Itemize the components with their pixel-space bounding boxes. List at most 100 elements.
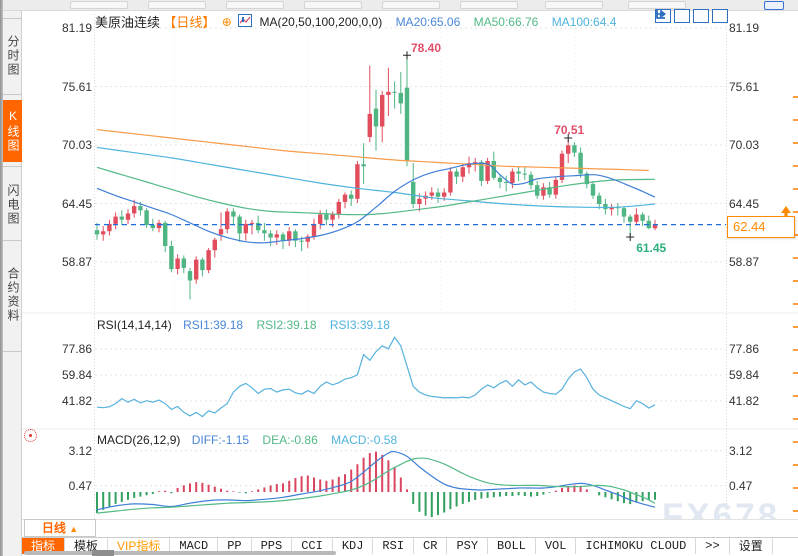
right-edge-tick [793,441,798,443]
rsi-tick-label-left: 77.86 [61,342,92,356]
dea-value: DEA:-0.86 [262,433,318,447]
rsi-tick-label-right: 41.82 [729,393,760,408]
tab-vol[interactable]: VOL [536,538,577,554]
tab-macd[interactable]: MACD [170,538,219,554]
y-axis-label-left: 64.45 [61,196,92,211]
right-edge-tick [793,165,798,167]
right-edge-tick [793,326,798,328]
rsi1-value: RSI1:39.18 [183,318,244,332]
toolbar-button-partial[interactable] [304,1,362,9]
tab-指标[interactable]: 指标 [22,538,66,554]
toolbar-button-partial[interactable] [148,1,206,9]
macd-header: MACD(26,12,9) DIFF:-1.15 DEA:-0.86 MACD:… [97,433,397,447]
right-edge-tick [793,188,798,190]
locate-target-icon[interactable] [24,429,37,442]
tab--[interactable]: >> [696,538,730,554]
sidebar-item-1[interactable]: 分时图 [6,35,20,77]
ma100-value: MA100:64.4 [551,14,617,29]
high-annotation: 78.40 [411,41,442,56]
chart-toolbar [655,9,728,23]
toolbar-button-partial[interactable] [545,1,603,9]
rsi3-value: RSI3:39.18 [329,318,390,332]
tab-设置[interactable]: 设置 [730,538,773,554]
horizontal-scrollbar[interactable] [24,551,336,555]
toolbar-button-partial[interactable] [70,1,128,9]
sidebar-separator [3,166,22,167]
time-axis-row [22,519,798,537]
top-toolbar-strip [0,0,798,11]
right-edge-tick [793,395,798,397]
diff-value: DIFF:-1.15 [191,433,250,447]
y-axis-label-right: 64.45 [729,196,760,211]
y-axis-label-right: 75.61 [729,79,760,94]
chart-type-sidebar: 分时图 K线图闪电图合约资料 [3,11,22,556]
current-price-tag: 62.44 [727,216,795,238]
sidebar-separator [3,351,22,352]
right-edge-tick [793,487,798,489]
right-edge-tick [793,372,798,374]
toolbar-button-partial[interactable] [460,1,518,9]
y-axis-label-left: 58.87 [61,255,92,269]
macd-tick-label-left: 0.47 [68,478,92,493]
tab-rsi[interactable]: RSI [373,538,415,554]
pan-right-icon[interactable] [656,9,728,23]
tab-cci[interactable]: CCI [292,538,333,554]
symbol-title: 美原油连续 [95,15,161,30]
circle-plus-icon[interactable]: ⊕ [221,14,232,29]
rsi-params: RSI(14,14,14) [97,318,172,332]
toolbar-blue-icon[interactable] [764,1,784,10]
toolbar-button-partial[interactable] [628,1,686,9]
y-axis-label-left: 81.19 [61,21,92,35]
interval-label: 日线 [41,521,66,535]
tab-kdj[interactable]: KDJ [333,538,374,554]
sidebar-separator [3,94,22,95]
y-axis-label-left: 70.03 [61,138,92,152]
swing-high-annotation: 70.51 [554,122,585,137]
chevron-up-icon: ▲ [69,524,79,534]
right-edge-tick [793,349,798,351]
macd-tick-label-right: 0.47 [729,478,753,493]
toolbar-button-partial[interactable] [226,1,284,9]
sidebar-separator [3,240,22,241]
macd-params: MACD(26,12,9) [97,433,181,447]
rsi-tick-label-right: 77.86 [729,342,760,356]
right-edge-tick [793,257,798,259]
scrollbar-thumb[interactable] [92,550,114,556]
tab-模板[interactable]: 模板 [65,538,109,554]
macd-tick-label-left: 3.12 [68,443,92,458]
tab-cr[interactable]: CR [414,538,448,554]
right-edge-tick [793,464,798,466]
ma-settings-label: MA(20,50,100,200,0,0) [259,14,383,29]
tab-pp[interactable]: PP [218,538,252,554]
toolbar-button-partial[interactable] [382,1,440,9]
tab-pps[interactable]: PPS [252,538,293,554]
rsi-tick-label-right: 59.84 [729,367,760,382]
y-axis-label-right: 81.19 [729,21,760,35]
rsi-tick-label-left: 59.84 [61,367,92,382]
swing-low-annotation: 61.45 [636,240,667,255]
rsi-tick-label-left: 41.82 [61,393,92,408]
tab-psy[interactable]: PSY [447,538,489,554]
ma50-value: MA50:66.76 [473,14,539,29]
interval-tag[interactable]: 【日线】 [163,15,216,30]
playback-icon[interactable] [656,9,709,23]
tab-boll[interactable]: BOLL [488,538,536,554]
sidebar-item-3[interactable]: 闪电图 [6,184,20,226]
interval-dropdown[interactable]: 日线 ▲ [24,519,96,537]
macd-value: MACD:-0.58 [331,433,398,447]
right-edge-tick [793,142,798,144]
sidebar-item-4[interactable]: 合约资料 [6,266,20,323]
tab-ichimoku-cloud[interactable]: ICHIMOKU CLOUD [576,538,697,554]
y-axis-label-left: 75.61 [61,79,92,94]
tab-vip指标[interactable]: VIP指标 [108,538,171,554]
axis-scale-icon[interactable] [656,9,690,23]
sidebar-separator [3,18,22,19]
right-edge-tick [793,96,798,98]
right-edge-tick [793,280,798,282]
rsi2-value: RSI2:39.18 [256,318,317,332]
crosshair-icon[interactable] [655,9,671,23]
ma20-value: MA20:65.06 [395,14,461,29]
sidebar-item-2[interactable]: K线图 [3,100,22,162]
sidebar-edge [0,0,3,556]
